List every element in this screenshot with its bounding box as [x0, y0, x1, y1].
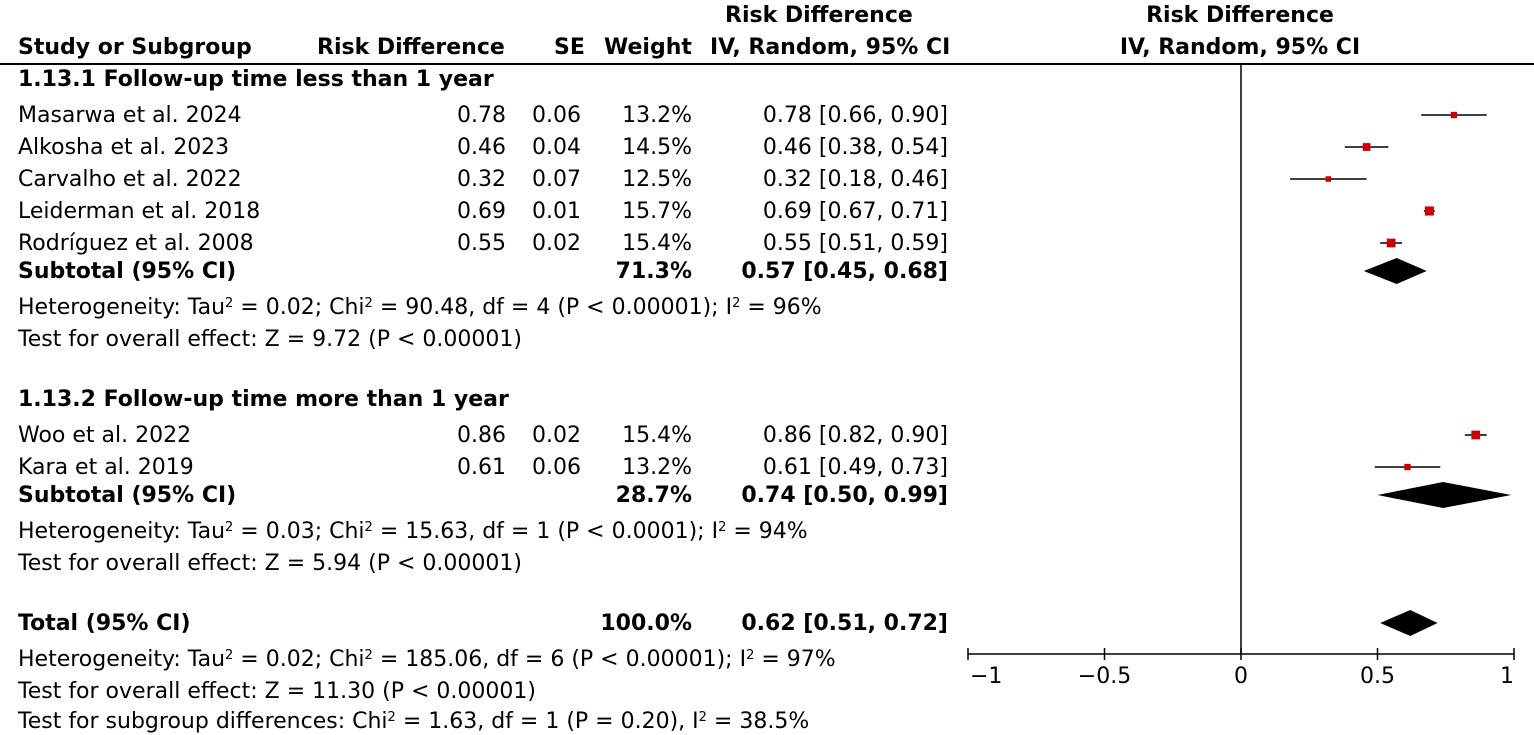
- study-se: 0.02: [532, 423, 581, 448]
- study-rd: 0.78: [457, 103, 506, 128]
- study-se: 0.04: [532, 135, 581, 160]
- study-rd: 0.69: [457, 199, 506, 224]
- heterogeneity-text: Heterogeneity: Tau2 = 0.02; Chi2 = 90.48…: [18, 295, 822, 320]
- study-rd: 0.86: [457, 423, 506, 448]
- plot-title: Risk Difference: [1146, 3, 1334, 28]
- x-tick-label: −0.5: [1078, 664, 1131, 689]
- study-weight: 15.4%: [622, 231, 692, 256]
- study-marker: [1362, 143, 1371, 151]
- study-se: 0.07: [532, 167, 581, 192]
- study-se: 0.01: [532, 199, 581, 224]
- study-ci: 0.69 [0.67, 0.71]: [762, 199, 948, 224]
- study-ci: 0.46 [0.38, 0.54]: [762, 135, 948, 160]
- study-marker: [1450, 111, 1458, 119]
- study-marker: [1471, 430, 1481, 440]
- subtotal-ci: 0.57 [0.45, 0.68]: [741, 259, 948, 284]
- study-se: 0.06: [532, 455, 581, 480]
- study-marker: [1404, 463, 1411, 471]
- study-weight: 15.7%: [622, 199, 692, 224]
- study-marker: [1424, 206, 1434, 216]
- summary-diamond: [1380, 610, 1438, 636]
- study-weight: 14.5%: [622, 135, 692, 160]
- study-ci: 0.55 [0.51, 0.59]: [762, 231, 948, 256]
- study-name: Alkosha et al. 2023: [18, 135, 230, 160]
- subtotal-ci: 0.74 [0.50, 0.99]: [741, 483, 948, 508]
- study-marker: [1386, 238, 1396, 248]
- study-weight: 13.2%: [622, 103, 692, 128]
- subtotal-weight: 28.7%: [615, 483, 692, 508]
- summary-diamond: [1363, 258, 1427, 284]
- study-name: Rodríguez et al. 2008: [18, 231, 254, 256]
- study-weight: 13.2%: [622, 455, 692, 480]
- x-tick-label: 0: [1234, 664, 1248, 689]
- study-rd: 0.55: [457, 231, 506, 256]
- study-ci: 0.78 [0.66, 0.90]: [762, 103, 948, 128]
- study-name: Kara et al. 2019: [18, 455, 194, 480]
- plot-subtitle: IV, Random, 95% CI: [1119, 35, 1361, 60]
- group-title: 1.13.2 Follow-up time more than 1 year: [18, 387, 509, 412]
- study-name: Woo et al. 2022: [18, 423, 192, 448]
- col-se-header: SE: [554, 35, 585, 60]
- study-se: 0.06: [532, 103, 581, 128]
- study-name: Carvalho et al. 2022: [18, 167, 242, 192]
- study-ci: 0.86 [0.82, 0.90]: [762, 423, 948, 448]
- x-tick-label: −1: [970, 664, 1002, 689]
- study-weight: 12.5%: [622, 167, 692, 192]
- study-se: 0.02: [532, 231, 581, 256]
- study-rd: 0.46: [457, 135, 506, 160]
- heterogeneity-text: Heterogeneity: Tau2 = 0.03; Chi2 = 15.63…: [18, 519, 808, 544]
- study-marker: [1325, 176, 1332, 182]
- col-rd-header: Risk Difference: [317, 35, 505, 60]
- total-effect-text: Test for overall effect: Z = 11.30 (P < …: [18, 679, 536, 704]
- col-ci-subheader: IV, Random, 95% CI: [710, 35, 951, 60]
- total-ci: 0.62 [0.51, 0.72]: [741, 611, 948, 636]
- x-tick-label: 0.5: [1360, 664, 1395, 689]
- subtotal-label: Subtotal (95% CI): [18, 259, 237, 284]
- overall-effect-text: Test for overall effect: Z = 5.94 (P < 0…: [18, 551, 522, 576]
- x-tick-label: 1: [1500, 664, 1514, 689]
- col-weight-header: Weight: [604, 35, 692, 60]
- group-title: 1.13.1 Follow-up time less than 1 year: [18, 67, 494, 92]
- study-rd: 0.61: [457, 455, 506, 480]
- total-label: Total (95% CI): [18, 611, 191, 636]
- overall-effect-text: Test for overall effect: Z = 9.72 (P < 0…: [18, 327, 522, 352]
- study-rd: 0.32: [457, 167, 506, 192]
- summary-diamond: [1377, 482, 1512, 508]
- subtotal-weight: 71.3%: [615, 259, 692, 284]
- study-name: Masarwa et al. 2024: [18, 103, 242, 128]
- study-ci: 0.61 [0.49, 0.73]: [762, 455, 948, 480]
- total-heterogeneity-text: Heterogeneity: Tau2 = 0.02; Chi2 = 185.0…: [18, 647, 836, 672]
- col-ci-title: Risk Difference: [725, 3, 913, 28]
- subgroup-differences-text: Test for subgroup differences: Chi2 = 1.…: [18, 709, 810, 734]
- study-weight: 15.4%: [622, 423, 692, 448]
- subtotal-label: Subtotal (95% CI): [18, 483, 237, 508]
- study-ci: 0.32 [0.18, 0.46]: [762, 167, 948, 192]
- col-study-header: Study or Subgroup: [18, 35, 252, 60]
- total-weight: 100.0%: [600, 611, 692, 636]
- study-name: Leiderman et al. 2018: [18, 199, 261, 224]
